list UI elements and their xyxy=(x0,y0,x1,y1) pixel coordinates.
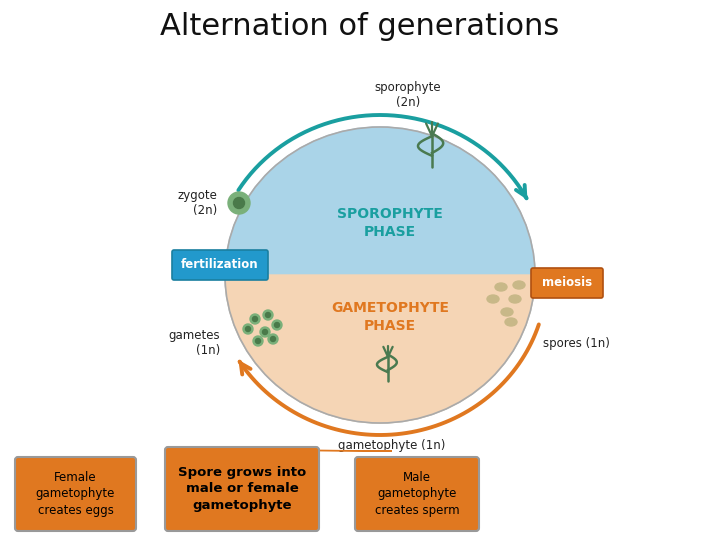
Text: Female
gametophyte
creates eggs: Female gametophyte creates eggs xyxy=(36,471,115,517)
Ellipse shape xyxy=(225,127,535,423)
Circle shape xyxy=(268,334,278,344)
Circle shape xyxy=(228,192,250,214)
Polygon shape xyxy=(224,450,392,451)
Circle shape xyxy=(246,327,251,332)
FancyBboxPatch shape xyxy=(172,250,268,280)
FancyBboxPatch shape xyxy=(355,457,479,531)
Circle shape xyxy=(271,336,276,341)
Circle shape xyxy=(272,320,282,330)
Text: meiosis: meiosis xyxy=(542,276,592,289)
Text: SPOROPHYTE
PHASE: SPOROPHYTE PHASE xyxy=(337,207,443,239)
Ellipse shape xyxy=(509,295,521,303)
Text: spores (1n): spores (1n) xyxy=(543,336,610,349)
Text: Male
gametophyte
creates sperm: Male gametophyte creates sperm xyxy=(374,471,459,517)
Text: GAMETOPHYTE
PHASE: GAMETOPHYTE PHASE xyxy=(331,301,449,333)
Ellipse shape xyxy=(487,295,499,303)
Circle shape xyxy=(256,339,261,343)
Circle shape xyxy=(233,198,245,208)
Circle shape xyxy=(253,316,258,321)
Text: sporophyte
(2n): sporophyte (2n) xyxy=(374,81,441,109)
Polygon shape xyxy=(225,275,535,423)
FancyBboxPatch shape xyxy=(15,457,136,531)
Text: gametes
(1n): gametes (1n) xyxy=(168,329,220,357)
FancyBboxPatch shape xyxy=(165,447,319,531)
Ellipse shape xyxy=(513,281,525,289)
Circle shape xyxy=(260,327,270,337)
FancyBboxPatch shape xyxy=(531,268,603,298)
Circle shape xyxy=(274,322,279,327)
Text: Alternation of generations: Alternation of generations xyxy=(161,12,559,41)
Ellipse shape xyxy=(501,308,513,316)
Circle shape xyxy=(250,314,260,324)
Text: Spore grows into
male or female
gametophyte: Spore grows into male or female gametoph… xyxy=(178,466,306,512)
Circle shape xyxy=(253,336,263,346)
Circle shape xyxy=(263,310,273,320)
Ellipse shape xyxy=(505,318,517,326)
Circle shape xyxy=(263,329,268,334)
Ellipse shape xyxy=(495,283,507,291)
Text: zygote
(2n): zygote (2n) xyxy=(177,189,217,217)
Circle shape xyxy=(243,324,253,334)
Text: gametophyte (1n): gametophyte (1n) xyxy=(338,439,446,452)
Circle shape xyxy=(266,313,271,318)
Text: fertilization: fertilization xyxy=(181,259,258,272)
